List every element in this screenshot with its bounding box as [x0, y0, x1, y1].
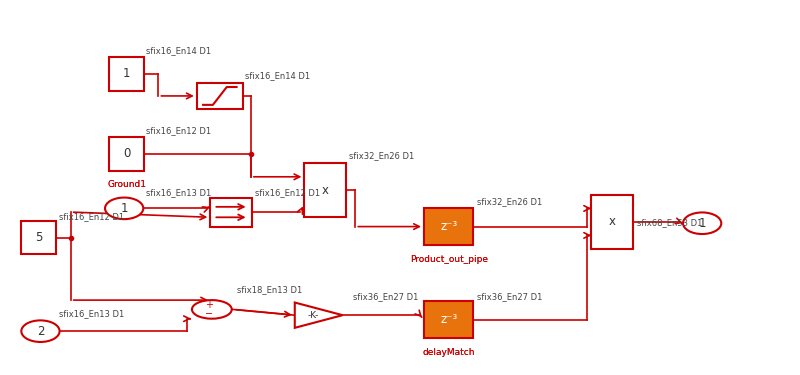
Text: sfix32_En26 D1: sfix32_En26 D1 — [477, 197, 542, 206]
Text: Product_out_pipe: Product_out_pipe — [410, 255, 488, 264]
FancyBboxPatch shape — [109, 137, 144, 171]
Text: sfix16_En12 D1: sfix16_En12 D1 — [58, 212, 124, 221]
Text: Product_out_pipe: Product_out_pipe — [410, 255, 488, 264]
Text: sfix16_En14 D1: sfix16_En14 D1 — [146, 46, 212, 56]
Text: delayMatch: delayMatch — [422, 348, 475, 357]
Ellipse shape — [22, 320, 59, 342]
Text: Ground1: Ground1 — [107, 180, 146, 189]
Text: sfix32_En26 D1: sfix32_En26 D1 — [349, 151, 414, 160]
FancyBboxPatch shape — [304, 163, 346, 217]
Text: sfix36_En27 D1: sfix36_En27 D1 — [477, 292, 542, 301]
Text: 2: 2 — [37, 325, 44, 338]
Ellipse shape — [105, 198, 143, 219]
FancyBboxPatch shape — [109, 57, 144, 91]
Text: 1: 1 — [698, 217, 706, 230]
FancyBboxPatch shape — [591, 195, 633, 249]
FancyBboxPatch shape — [424, 208, 474, 245]
FancyBboxPatch shape — [424, 301, 474, 338]
Text: sfix68_En53 D1: sfix68_En53 D1 — [637, 219, 702, 228]
FancyBboxPatch shape — [22, 221, 56, 255]
FancyBboxPatch shape — [197, 82, 243, 110]
Ellipse shape — [683, 213, 722, 234]
Text: 5: 5 — [35, 231, 42, 244]
Polygon shape — [294, 303, 342, 328]
Text: -K-: -K- — [307, 310, 318, 320]
Text: sfix16_En12 D1: sfix16_En12 D1 — [255, 188, 320, 197]
Text: z⁻³: z⁻³ — [440, 313, 458, 326]
Text: 1: 1 — [123, 68, 130, 81]
Circle shape — [192, 300, 232, 319]
Text: z⁻³: z⁻³ — [440, 220, 458, 233]
Text: sfix16_En14 D1: sfix16_En14 D1 — [246, 72, 310, 81]
Text: −: − — [205, 309, 213, 319]
Text: Ground1: Ground1 — [107, 180, 146, 189]
Text: x: x — [609, 215, 615, 228]
Text: 0: 0 — [123, 147, 130, 160]
Text: delayMatch: delayMatch — [422, 348, 475, 357]
Text: x: x — [322, 184, 329, 197]
Text: 1: 1 — [121, 202, 128, 215]
Text: +: + — [205, 300, 213, 310]
Text: sfix16_En13 D1: sfix16_En13 D1 — [146, 188, 212, 197]
Text: sfix18_En13 D1: sfix18_En13 D1 — [237, 285, 302, 294]
Text: sfix16_En13 D1: sfix16_En13 D1 — [58, 309, 124, 318]
Text: sfix16_En12 D1: sfix16_En12 D1 — [146, 126, 212, 135]
Text: sfix36_En27 D1: sfix36_En27 D1 — [353, 292, 418, 301]
FancyBboxPatch shape — [210, 198, 252, 226]
